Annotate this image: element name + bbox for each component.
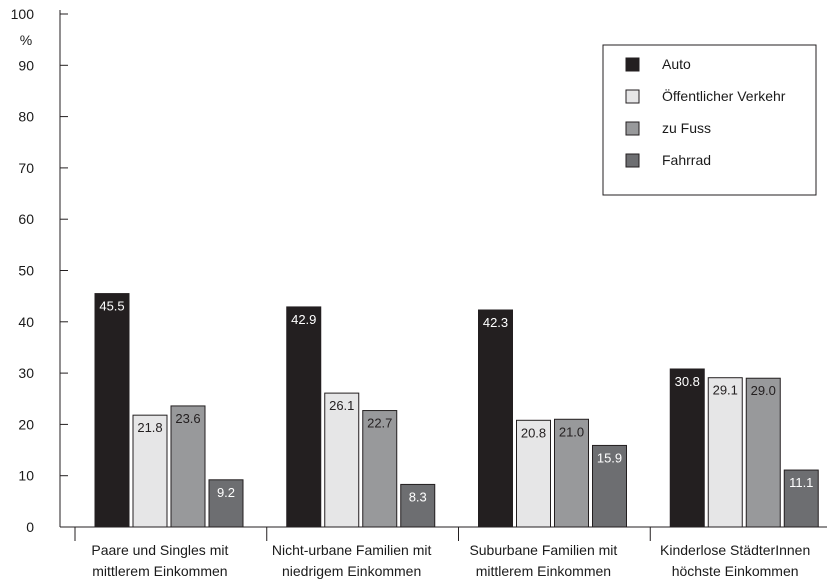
legend: Auto Öffentlicher Verkehr zu Fuss Fahrrad <box>602 44 817 196</box>
y-tick-label: 0 <box>26 519 34 535</box>
bar-value-label: 21.0 <box>559 424 584 439</box>
y-tick-label: 30 <box>18 365 34 381</box>
x-category-label: Nicht-urbane Familien mit <box>272 542 432 558</box>
legend-label: Auto <box>662 56 691 72</box>
bar-value-label: 42.9 <box>291 312 316 327</box>
bar-value-label: 21.8 <box>137 420 162 435</box>
y-tick-label: 100 <box>11 6 35 22</box>
bar <box>286 306 322 528</box>
bar-value-label: 8.3 <box>409 489 427 504</box>
legend-label: zu Fuss <box>662 120 711 136</box>
bar <box>516 419 551 528</box>
legend-swatch <box>625 121 640 136</box>
x-category-label: Suburbane Familien mit <box>469 542 617 558</box>
bar <box>592 444 627 528</box>
legend-swatch <box>625 89 640 104</box>
bar <box>132 414 168 528</box>
bar <box>94 293 130 528</box>
x-category-label: höchste Einkommen <box>672 563 799 579</box>
bar-value-label: 20.8 <box>521 425 546 440</box>
bar <box>707 377 743 528</box>
bar-value-label: 45.5 <box>99 299 124 314</box>
y-tick-label: 40 <box>18 314 34 330</box>
x-category-label: Kinderlose StädterInnen <box>660 542 810 558</box>
x-categories: Paare und Singles mit mittlerem Einkommen… <box>74 527 810 579</box>
bar-value-label: 29.0 <box>751 383 776 398</box>
legend-label: Fahrrad <box>662 152 711 168</box>
legend-swatch <box>625 57 640 72</box>
y-ticks: 0 10 20 30 40 50 60 70 80 90 100 <box>11 6 68 535</box>
y-tick-label: 80 <box>18 109 34 125</box>
bar <box>362 410 398 528</box>
x-category-label: mittlerem Einkommen <box>92 563 227 579</box>
bar-value-label: 42.3 <box>483 315 508 330</box>
bar <box>400 483 436 528</box>
bar <box>170 405 206 528</box>
y-tick-label: 90 <box>18 57 34 73</box>
x-category-label: Paare und Singles mit <box>91 542 228 558</box>
bar-value-label: 23.6 <box>175 411 200 426</box>
bar <box>208 479 244 528</box>
bar <box>745 377 781 528</box>
bar-value-label: 30.8 <box>675 374 700 389</box>
y-tick-label: 70 <box>18 160 34 176</box>
legend-swatch <box>625 153 640 168</box>
bar-value-label: 29.1 <box>713 383 738 398</box>
bar <box>324 392 360 528</box>
y-tick-label: 10 <box>18 468 34 484</box>
x-category-label: mittlerem Einkommen <box>476 563 611 579</box>
bar <box>669 368 705 528</box>
bar-value-label: 15.9 <box>597 450 622 465</box>
bar-value-label: 22.7 <box>367 416 392 431</box>
y-axis-unit: % <box>20 32 32 48</box>
bar <box>783 469 819 528</box>
bar-value-label: 9.2 <box>217 485 235 500</box>
bar-value-label: 26.1 <box>329 398 354 413</box>
y-tick-label: 50 <box>18 263 34 279</box>
bar <box>554 418 589 528</box>
x-category-label: niedrigem Einkommen <box>282 563 421 579</box>
y-tick-label: 20 <box>18 416 34 432</box>
y-tick-label: 60 <box>18 211 34 227</box>
bars: 45.5 21.8 23.6 9.2 42.9 26.1 22.7 8.3 42.3 20.8 21… <box>94 293 819 528</box>
bar <box>478 309 513 528</box>
legend-label: Öffentlicher Verkehr <box>662 87 786 104</box>
bar-value-label: 11.1 <box>789 475 813 490</box>
